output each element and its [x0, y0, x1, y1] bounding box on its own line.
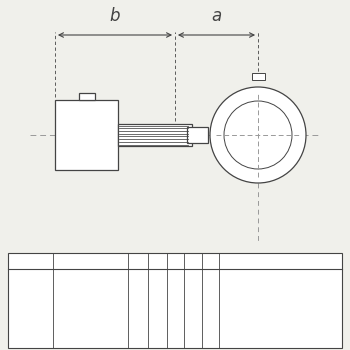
Text: a: a	[135, 257, 141, 266]
Text: 58,5: 58,5	[149, 272, 166, 281]
Text: c: c	[173, 257, 178, 266]
Bar	[55, 100, 118, 170]
Text: 0,59 kg: 0,59 kg	[266, 287, 295, 296]
Text: 42,4 mm (1¼"): 42,4 mm (1¼")	[62, 302, 120, 311]
Text: 62,0: 62,0	[130, 332, 146, 341]
Text: 77,0: 77,0	[149, 317, 166, 326]
Text: 90,5: 90,5	[149, 332, 166, 341]
Text: 608044E: 608044E	[14, 317, 48, 326]
Text: 26,9 mm (¾"): 26,9 mm (¾")	[64, 272, 117, 281]
Text: b: b	[154, 257, 160, 266]
Text: d: d	[190, 257, 196, 266]
Bar	[78, 93, 95, 100]
Text: 48,3 mm (1½"): 48,3 mm (1½")	[62, 317, 120, 326]
Text: 38,0: 38,0	[130, 272, 146, 281]
Text: 61,0: 61,0	[149, 287, 166, 296]
Circle shape	[224, 101, 292, 169]
Text: 33,7 mm (1"): 33,7 mm (1")	[65, 287, 116, 296]
Bar	[187, 127, 208, 143]
Text: a: a	[211, 7, 222, 25]
Text: 608044B: 608044B	[13, 272, 48, 281]
Text: Ø: Ø	[207, 257, 214, 266]
Bar	[252, 73, 265, 80]
Text: 0,85 kg: 0,85 kg	[266, 317, 295, 326]
Bar	[8, 253, 342, 348]
Text: Type: Type	[20, 257, 42, 266]
Text: 608044C: 608044C	[13, 287, 48, 296]
Text: 47,0: 47,0	[130, 302, 146, 311]
Text: 0,38 kg: 0,38 kg	[266, 272, 295, 281]
Text: 43,5: 43,5	[130, 287, 146, 296]
Text: 0,76 kg: 0,76 kg	[266, 302, 295, 311]
Text: 608044D: 608044D	[13, 302, 48, 311]
Text: 60,3 mm (2"): 60,3 mm (2")	[65, 332, 116, 341]
Text: 69,0: 69,0	[149, 302, 166, 311]
Text: Size: Size	[81, 257, 100, 266]
Text: 608044F: 608044F	[14, 332, 47, 341]
Text: 53,0: 53,0	[130, 317, 146, 326]
Bar	[118, 124, 192, 146]
Text: Weight: Weight	[264, 257, 298, 266]
Text: b: b	[110, 7, 120, 25]
Text: 1,31 kg: 1,31 kg	[266, 332, 295, 341]
Circle shape	[210, 87, 306, 183]
